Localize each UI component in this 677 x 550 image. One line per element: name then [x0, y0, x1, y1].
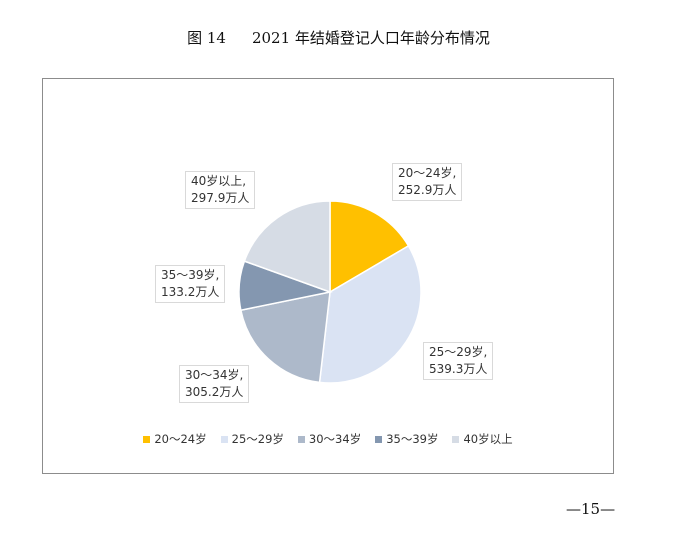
data-label-30-34: 30～34岁, 305.2万人 [179, 365, 250, 403]
pie-slice-30-34 [239, 291, 331, 384]
pie-chart [238, 200, 422, 384]
legend-label: 35～39岁 [386, 432, 439, 446]
data-label-category: 20～24岁, [398, 166, 457, 180]
legend-swatch [220, 435, 228, 443]
data-label-25-29: 25～29岁, 539.3万人 [423, 342, 494, 380]
data-label-value: 305.2万人 [185, 385, 244, 399]
data-label-category: 30～34岁, [185, 368, 244, 382]
legend-label: 40岁以上 [463, 432, 513, 446]
data-label-value: 297.9万人 [191, 191, 250, 205]
data-label-category: 25～29岁, [429, 345, 488, 359]
figure-title: 图 14 2021 年结婚登记人口年龄分布情况 [0, 27, 677, 48]
legend-item-30-34: 30～34岁 [297, 431, 362, 447]
legend-item-20-24: 20～24岁 [143, 431, 207, 447]
legend-item-25-29: 25～29岁 [220, 431, 284, 447]
figure-caption: 2021 年结婚登记人口年龄分布情况 [251, 29, 490, 47]
legend-item-35-39: 35～39岁 [375, 431, 438, 447]
data-label-35-39: 35～39岁, 133.2万人 [155, 265, 226, 303]
data-label-category: 40岁以上, [191, 174, 247, 188]
legend-label: 25～29岁 [231, 432, 284, 446]
chart-legend: 20～24岁 25～29岁 30～34岁 35～39岁 40岁以上 [43, 431, 613, 447]
data-label-value: 133.2万人 [161, 285, 220, 299]
legend-label: 20～24岁 [154, 432, 207, 446]
pie-slice-40-plus [243, 200, 331, 294]
data-label-value: 539.3万人 [429, 362, 488, 376]
figure-number: 图 14 [187, 29, 226, 47]
legend-label: 30～34岁 [308, 432, 362, 446]
legend-swatch [452, 435, 460, 443]
data-label-20-24: 20～24岁, 252.9万人 [392, 163, 463, 201]
data-label-category: 35～39岁, [161, 268, 220, 282]
legend-item-40-plus: 40岁以上 [452, 431, 513, 447]
data-label-40-plus: 40岁以上, 297.9万人 [185, 171, 256, 209]
legend-swatch [297, 435, 305, 443]
chart-frame: 20～24岁, 252.9万人 25～29岁, 539.3万人 30～34岁, … [42, 78, 614, 474]
legend-swatch [143, 435, 151, 443]
legend-swatch [375, 435, 383, 443]
pie-slice-20-24 [329, 200, 410, 294]
pie-slice-25-29 [318, 244, 422, 384]
page-number: —15— [566, 500, 616, 518]
data-label-value: 252.9万人 [398, 183, 457, 197]
